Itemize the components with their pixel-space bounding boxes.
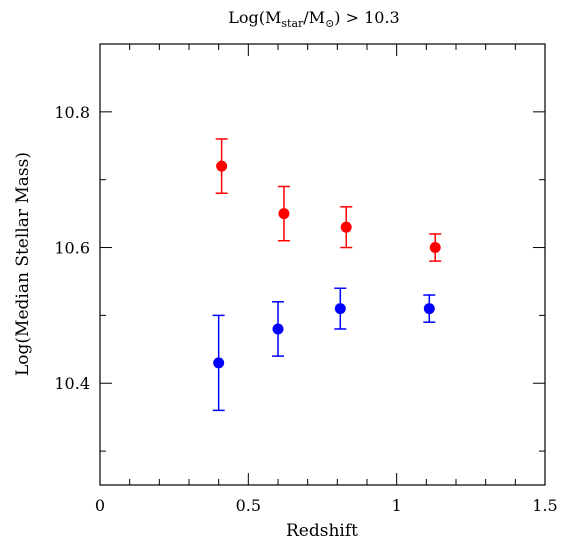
title-sub2: ⊙ <box>325 17 334 30</box>
title-mid: /M <box>303 8 325 27</box>
data-point <box>334 303 346 315</box>
tick-labels: 0 0.5 1 1.5 10.4 10.6 10.8 <box>54 103 557 515</box>
chart-title: Log(Mstar/M⊙) > 10.3 <box>228 8 399 30</box>
data-point <box>340 221 352 233</box>
data-point <box>278 208 290 220</box>
x-tick-label: 1.5 <box>532 496 557 515</box>
data-point <box>429 242 441 254</box>
y-tick-label: 10.8 <box>54 103 90 122</box>
data-point <box>216 160 228 172</box>
data-point <box>272 323 284 335</box>
y-tick-label: 10.6 <box>54 239 90 258</box>
title-prefix: Log(M <box>228 8 281 27</box>
title-suffix: ) > 10.3 <box>334 8 399 27</box>
plot-frame <box>99 43 546 486</box>
x-axis-label: Redshift <box>286 521 358 541</box>
axis-ticks <box>99 44 546 485</box>
y-tick-label: 10.4 <box>54 374 90 393</box>
data-point <box>213 357 225 369</box>
data-point <box>423 303 435 315</box>
x-tick-label: 0.5 <box>236 496 261 515</box>
x-tick-label: 0 <box>95 496 105 515</box>
title-sub1: star <box>281 17 304 30</box>
data-marks <box>212 138 442 412</box>
x-tick-label: 1 <box>392 496 402 515</box>
y-axis-label: Log(Median Stellar Mass) <box>13 152 33 376</box>
